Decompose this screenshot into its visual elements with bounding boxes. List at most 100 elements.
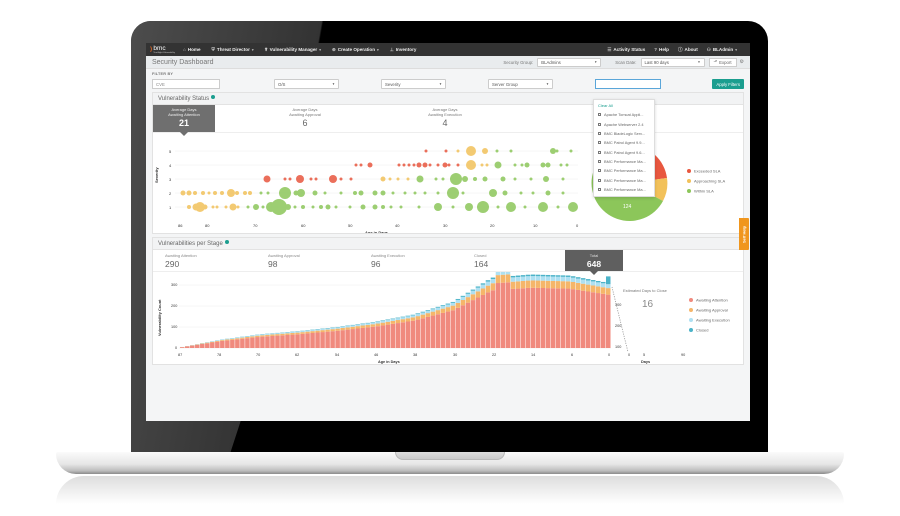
- stat-label: Total: [589, 253, 599, 258]
- stage-chart-area: 300 200 100 0 Vulnerability Count 87 78 70 62 5…: [153, 267, 743, 364]
- settings-icon[interactable]: ⚙: [739, 59, 744, 65]
- svg-text:14: 14: [531, 353, 535, 357]
- checkbox[interactable]: [598, 122, 601, 126]
- svg-text:5: 5: [643, 353, 645, 357]
- status-stats: Average Days Awaiting Attention 21 Average…: [153, 105, 743, 136]
- bmc-logo[interactable]: ⟩ bmc TrueSight Vulnerability: [150, 45, 176, 54]
- stat-awaiting-execution[interactable]: Average Days Awaiting Execution 4: [395, 105, 495, 132]
- dropdown-option[interactable]: BMC Performance Ma...: [594, 185, 654, 194]
- nav-activity-status[interactable]: ☰ Activity Status: [607, 47, 645, 53]
- nav-create-operation[interactable]: ⊕ Create Operation ▾: [332, 47, 379, 53]
- server-search-input[interactable]: [595, 79, 661, 89]
- checkbox[interactable]: [598, 150, 601, 154]
- apply-filters-button[interactable]: Apply Filters: [712, 79, 744, 89]
- page-header: Security Dashboard Security Group: BLAdm…: [146, 56, 750, 69]
- cve-input[interactable]: CVE: [152, 79, 220, 89]
- svg-text:Awaiting Execution: Awaiting Execution: [696, 318, 730, 323]
- stat-value: 21: [178, 118, 189, 128]
- select-value: BLAdmins: [541, 59, 561, 65]
- stat-awaiting-attention[interactable]: Average Days Awaiting Attention 21: [153, 105, 215, 136]
- nav-about[interactable]: ⓘ About: [678, 47, 698, 53]
- checkbox[interactable]: [598, 160, 601, 164]
- nav-user-menu[interactable]: ⚇ BLAdmin ▾: [707, 47, 737, 53]
- svg-text:46: 46: [374, 353, 378, 357]
- dropdown-option[interactable]: Apache Tomcat Appli...: [594, 110, 654, 119]
- stat-awaiting-approval[interactable]: Awaiting Approval 98: [256, 250, 359, 271]
- stat-awaiting-execution[interactable]: Awaiting Execution 96: [359, 250, 462, 271]
- dropdown-option[interactable]: BMC Performance Ma...: [594, 176, 654, 185]
- checkbox[interactable]: [598, 141, 601, 145]
- home-icon: ⌂: [183, 47, 186, 52]
- nav-help[interactable]: ? Help: [654, 47, 669, 53]
- chevron-down-icon: ▾: [251, 47, 254, 52]
- dropdown-option[interactable]: BMC BladeLogic Serv...: [594, 129, 654, 138]
- security-group-select[interactable]: BLAdmins ▼: [537, 57, 602, 67]
- svg-text:100: 100: [615, 345, 621, 349]
- checkbox[interactable]: [598, 131, 601, 135]
- scan-date-select[interactable]: Last 90 days ▼: [640, 57, 705, 67]
- dropdown-option[interactable]: BMC Patrol Agent 9.9...: [594, 138, 654, 147]
- stat-closed[interactable]: Closed 164: [462, 250, 565, 271]
- option-label: BMC Performance Ma...: [604, 177, 646, 183]
- nav-inventory[interactable]: ⊥ Inventory: [390, 47, 417, 53]
- clear-all-link[interactable]: Clear All: [598, 103, 613, 108]
- svg-text:1: 1: [169, 205, 172, 210]
- option-label: BMC BladeLogic Serv...: [604, 130, 646, 136]
- logo-subtitle: TrueSight Vulnerability: [153, 51, 176, 54]
- stat-awaiting-approval[interactable]: Average Days Awaiting Approval 6: [255, 105, 355, 132]
- inventory-icon: ⊥: [389, 46, 394, 52]
- dropdown-option[interactable]: BMC Performance Ma...: [594, 157, 654, 166]
- nav-home[interactable]: ⌂ Home: [183, 47, 200, 52]
- nav-label: Vulnerability Manager: [269, 47, 318, 52]
- stat-value: 96: [371, 259, 381, 269]
- svg-text:60: 60: [301, 223, 306, 228]
- chevron-down-icon: ▼: [332, 82, 335, 86]
- option-label: Apache Tomcat Appli...: [604, 112, 644, 118]
- stat-label: Closed: [474, 253, 487, 258]
- stat-value: 98: [268, 259, 278, 269]
- stat-value: 4: [442, 118, 448, 128]
- svg-text:6: 6: [571, 353, 573, 357]
- dropdown-option[interactable]: BMC Patrol Agent 9.6...: [594, 148, 654, 157]
- option-label: BMC Patrol Agent 9.6...: [604, 149, 645, 155]
- svg-text:300: 300: [171, 283, 177, 287]
- dropdown-option[interactable]: Apache Webserver 2.4: [594, 119, 654, 128]
- vulnerability-status-panel: Vulnerability Status Average Days Awaitin…: [152, 92, 744, 234]
- info-icon[interactable]: [224, 239, 229, 244]
- option-label: BMC Patrol Agent 9.9...: [604, 140, 645, 146]
- checkbox[interactable]: [598, 188, 601, 192]
- chevron-down-icon: ▾: [377, 47, 379, 52]
- svg-text:Estimated Days to Close: Estimated Days to Close: [623, 288, 668, 293]
- scan-date-label: Scan Date:: [615, 59, 637, 65]
- stat-awaiting-attention[interactable]: Awaiting Attention 290: [153, 250, 256, 271]
- svg-text:Age in Days: Age in Days: [378, 360, 400, 364]
- help-icon: ?: [654, 47, 658, 52]
- info-icon[interactable]: [211, 94, 216, 99]
- self-help-tab[interactable]: Self Help: [739, 218, 749, 250]
- dropdown-option[interactable]: BMC Performance Ma...: [594, 166, 654, 175]
- select-value: O/S: [278, 81, 286, 87]
- bubble-chart: 5 4 3 2 1 Severity 86 80 70 60 50 40 30 20 10 0 Age i…: [154, 144, 725, 233]
- svg-text:Awaiting Approval: Awaiting Approval: [696, 308, 728, 313]
- export-button[interactable]: ⬏ Export: [708, 57, 737, 67]
- vulnerabilities-per-stage-panel: Vulnerabilities per Stage Awaiting Atten…: [152, 237, 744, 365]
- stat-total[interactable]: Total 648: [565, 250, 623, 275]
- svg-text:50: 50: [348, 223, 353, 228]
- nav-label: Activity Status: [613, 47, 646, 52]
- svg-text:87: 87: [178, 353, 182, 357]
- os-select[interactable]: O/S ▼: [274, 79, 339, 89]
- svg-text:30: 30: [453, 353, 457, 357]
- nav-threat-director[interactable]: ⛨ Threat Director ▾: [212, 47, 254, 52]
- stat-label: Awaiting Attention: [168, 112, 200, 117]
- nav-vulnerability-manager[interactable]: ☤ Vulnerability Manager ▾: [265, 47, 321, 53]
- checkbox[interactable]: [598, 178, 601, 182]
- server-group-select[interactable]: Server Group ▼: [488, 79, 553, 89]
- severity-select[interactable]: Severity ▼: [381, 79, 446, 89]
- stat-label: Awaiting Approval: [268, 253, 300, 258]
- checkbox[interactable]: [598, 113, 601, 117]
- option-label: BMC Performance Ma...: [604, 159, 646, 165]
- laptop-reflection: [56, 476, 844, 504]
- checkbox[interactable]: [598, 169, 601, 173]
- svg-text:4: 4: [169, 163, 172, 168]
- logo-mark-icon: ⟩: [150, 47, 153, 53]
